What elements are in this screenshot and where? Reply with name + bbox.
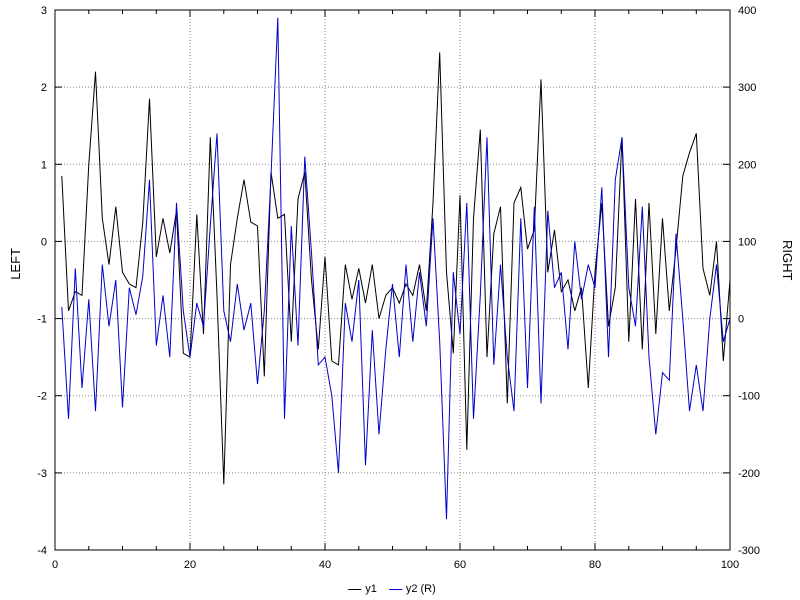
svg-text:80: 80 — [589, 559, 601, 571]
svg-text:100: 100 — [721, 559, 739, 571]
svg-text:-2: -2 — [37, 391, 47, 403]
y1-line-swatch — [348, 588, 362, 590]
svg-text:60: 60 — [454, 559, 466, 571]
svg-text:200: 200 — [738, 159, 756, 171]
svg-text:0: 0 — [738, 314, 744, 326]
svg-text:3: 3 — [41, 5, 47, 17]
legend-label-y1: y1 — [365, 583, 377, 595]
left-axis-title: LEFT — [8, 248, 23, 280]
svg-text:-300: -300 — [738, 545, 760, 557]
svg-text:-4: -4 — [37, 545, 47, 557]
svg-text:2: 2 — [41, 82, 47, 94]
y2-line-swatch — [388, 588, 402, 590]
legend: y1 y2 (R) — [348, 583, 436, 595]
svg-text:40: 40 — [319, 559, 331, 571]
legend-label-y2: y2 (R) — [405, 583, 436, 595]
svg-text:20: 20 — [184, 559, 196, 571]
svg-text:-3: -3 — [37, 468, 47, 480]
svg-text:1: 1 — [41, 159, 47, 171]
svg-text:400: 400 — [738, 5, 756, 17]
svg-text:-1: -1 — [37, 314, 47, 326]
svg-text:-200: -200 — [738, 468, 760, 480]
legend-item-y2: y2 (R) — [388, 583, 436, 595]
svg-text:100: 100 — [738, 236, 756, 248]
svg-text:0: 0 — [52, 559, 58, 571]
svg-text:0: 0 — [41, 236, 47, 248]
legend-item-y1: y1 — [348, 583, 377, 595]
right-axis-title: RIGHT — [780, 240, 795, 281]
svg-text:-100: -100 — [738, 391, 760, 403]
svg-text:300: 300 — [738, 82, 756, 94]
